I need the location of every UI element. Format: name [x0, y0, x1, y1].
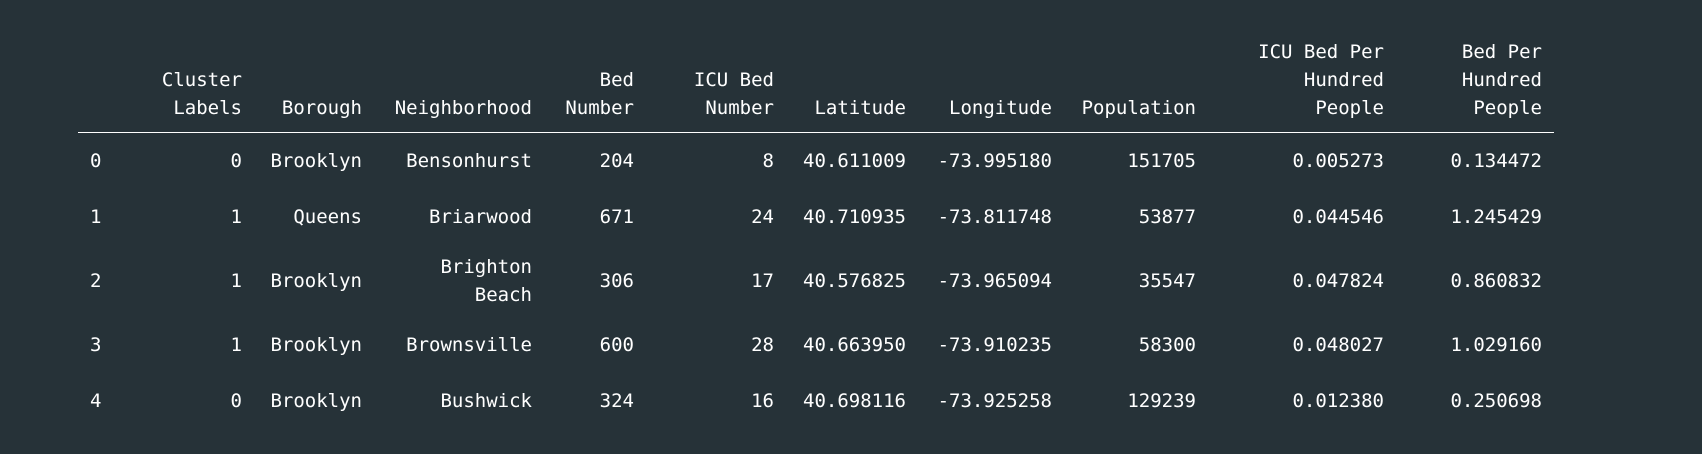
table-cell: 671 [599, 206, 634, 228]
table-cell: 0.012380 [1292, 390, 1384, 412]
column-header: Bed Per Hundred People [1396, 38, 1554, 133]
table-cell: 0.860832 [1450, 270, 1542, 292]
table-cell: Bensonhurst [406, 150, 532, 172]
table-cell: Brooklyn [270, 334, 362, 356]
column-header: Borough [254, 38, 374, 133]
table-cell: 0.047824 [1292, 270, 1384, 292]
index-header [78, 38, 138, 133]
table-cell: 8 [762, 150, 774, 172]
table-cell: 35547 [1138, 270, 1196, 292]
row-index: 2 [90, 270, 102, 292]
table-cell: 600 [599, 334, 634, 356]
row-index: 4 [90, 390, 102, 412]
table-cell: 0.005273 [1292, 150, 1384, 172]
header-row: Cluster Labels Borough Neighborhood Bed … [78, 38, 1554, 133]
table-cell: Brooklyn [270, 390, 362, 412]
row-index: 3 [90, 334, 102, 356]
table-cell: 0.250698 [1450, 390, 1542, 412]
table-cell: 16 [751, 390, 774, 412]
table-row: 3 1 Brooklyn Brownsville 600 28 40.66395… [78, 317, 1554, 373]
table-cell: Queens [293, 206, 362, 228]
table-cell: 40.710935 [803, 206, 906, 228]
table-cell: 1.029160 [1450, 334, 1542, 356]
table-row: 1 1 Queens Briarwood 671 24 40.710935 -7… [78, 189, 1554, 245]
table-cell: 151705 [1127, 150, 1196, 172]
table-cell: Brooklyn [270, 270, 362, 292]
table-cell: 28 [751, 334, 774, 356]
table-cell: Briarwood [429, 206, 532, 228]
table-cell: 129239 [1127, 390, 1196, 412]
table-cell: 17 [751, 270, 774, 292]
column-header: ICU Bed Number [646, 38, 786, 133]
table-cell: 306 [599, 270, 634, 292]
table-cell: 1 [230, 206, 242, 228]
table-cell: -73.811748 [937, 206, 1052, 228]
table-cell: 1 [230, 270, 242, 292]
table-cell: 40.698116 [803, 390, 906, 412]
column-header: Population [1064, 38, 1208, 133]
table-row: 0 0 Brooklyn Bensonhurst 204 8 40.611009… [78, 133, 1554, 190]
table-cell: -73.965094 [937, 270, 1052, 292]
table-cell: Bushwick [440, 390, 532, 412]
table-cell: 0.044546 [1292, 206, 1384, 228]
row-index: 1 [90, 206, 102, 228]
table-cell: 24 [751, 206, 774, 228]
table-cell: 40.611009 [803, 150, 906, 172]
table-cell: Brooklyn [270, 150, 362, 172]
table-cell: 0.048027 [1292, 334, 1384, 356]
column-header: Neighborhood [374, 38, 544, 133]
table-cell: 58300 [1138, 334, 1196, 356]
table-cell: -73.910235 [937, 334, 1052, 356]
table-cell: -73.995180 [937, 150, 1052, 172]
table-cell: 53877 [1138, 206, 1196, 228]
table-cell: Brighton Beach [440, 256, 532, 306]
table-row: 4 0 Brooklyn Bushwick 324 16 40.698116 -… [78, 373, 1554, 429]
table-cell: 1 [230, 334, 242, 356]
table-cell: -73.925258 [937, 390, 1052, 412]
row-index: 0 [90, 150, 102, 172]
column-header: Latitude [786, 38, 918, 133]
column-header: Cluster Labels [138, 38, 254, 133]
dataframe-table: Cluster Labels Borough Neighborhood Bed … [78, 38, 1554, 429]
table-cell: Brownsville [406, 334, 532, 356]
table-cell: 204 [599, 150, 634, 172]
table-cell: 0 [230, 150, 242, 172]
table-cell: 40.576825 [803, 270, 906, 292]
table-cell: 0.134472 [1450, 150, 1542, 172]
table-cell: 324 [599, 390, 634, 412]
column-header: ICU Bed Per Hundred People [1208, 38, 1396, 133]
table-row: 2 1 Brooklyn Brighton Beach 306 17 40.57… [78, 245, 1554, 317]
table-cell: 1.245429 [1450, 206, 1542, 228]
column-header: Bed Number [544, 38, 646, 133]
column-header: Longitude [918, 38, 1064, 133]
table-cell: 0 [230, 390, 242, 412]
table-cell: 40.663950 [803, 334, 906, 356]
